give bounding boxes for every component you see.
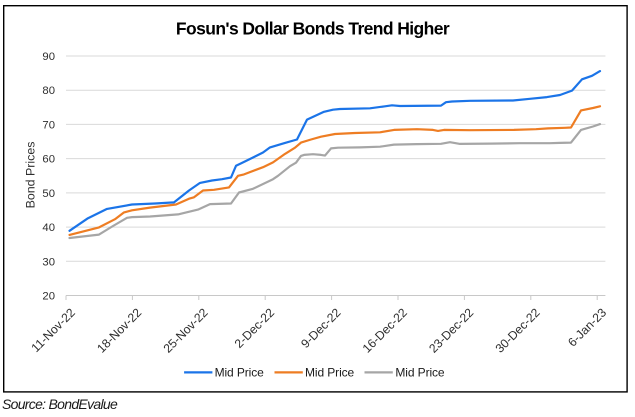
svg-text:Mid Price: Mid Price bbox=[395, 366, 445, 380]
svg-text:Bond Prices: Bond Prices bbox=[23, 142, 37, 209]
svg-text:Mid Price: Mid Price bbox=[215, 366, 265, 380]
svg-text:40: 40 bbox=[42, 222, 55, 234]
svg-text:60: 60 bbox=[42, 154, 55, 166]
svg-text:80: 80 bbox=[42, 85, 55, 97]
svg-text:30: 30 bbox=[42, 256, 55, 268]
svg-text:90: 90 bbox=[42, 51, 55, 63]
svg-text:20: 20 bbox=[42, 291, 55, 303]
svg-text:Source: BondEvalue: Source: BondEvalue bbox=[2, 396, 118, 412]
svg-text:70: 70 bbox=[42, 119, 55, 131]
svg-text:Mid Price: Mid Price bbox=[305, 366, 355, 380]
svg-text:Fosun's Dollar Bonds Trend Hig: Fosun's Dollar Bonds Trend Higher bbox=[176, 19, 450, 39]
svg-text:50: 50 bbox=[42, 188, 55, 200]
